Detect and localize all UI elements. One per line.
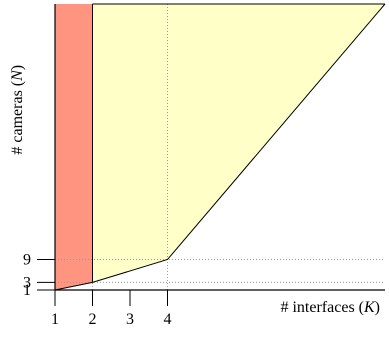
- boundary-curve: [54, 3, 386, 291]
- x-axis-label: # interfaces (K): [280, 299, 380, 316]
- x-axis-label-suffix: ): [375, 299, 380, 316]
- y-axis-label-prefix: # cameras (: [9, 81, 26, 155]
- region-K_below_2: [55, 4, 93, 290]
- x-tick-label: 1: [51, 311, 59, 328]
- y-tick-label: 1: [23, 282, 31, 299]
- x-axis-label-variable: K: [363, 299, 376, 316]
- x-tick-label: 3: [126, 311, 134, 328]
- y-axis-label: # cameras (N): [9, 65, 26, 155]
- x-axis-label-prefix: # interfaces (: [280, 299, 364, 316]
- x-tick-label: 2: [89, 311, 97, 328]
- x-tick-label: 4: [164, 311, 172, 328]
- curve-layer: [54, 3, 386, 291]
- y-axis-label-variable: N: [9, 69, 26, 82]
- region-K_2_and_above: [92, 4, 385, 283]
- grid-layer: [55, 4, 385, 290]
- y-axis-label-suffix: ): [9, 65, 26, 70]
- regions-layer: [55, 4, 385, 290]
- axes-layer: [54, 4, 385, 291]
- y-tick-label: 3: [23, 274, 31, 291]
- y-tick-label: 9: [23, 251, 31, 268]
